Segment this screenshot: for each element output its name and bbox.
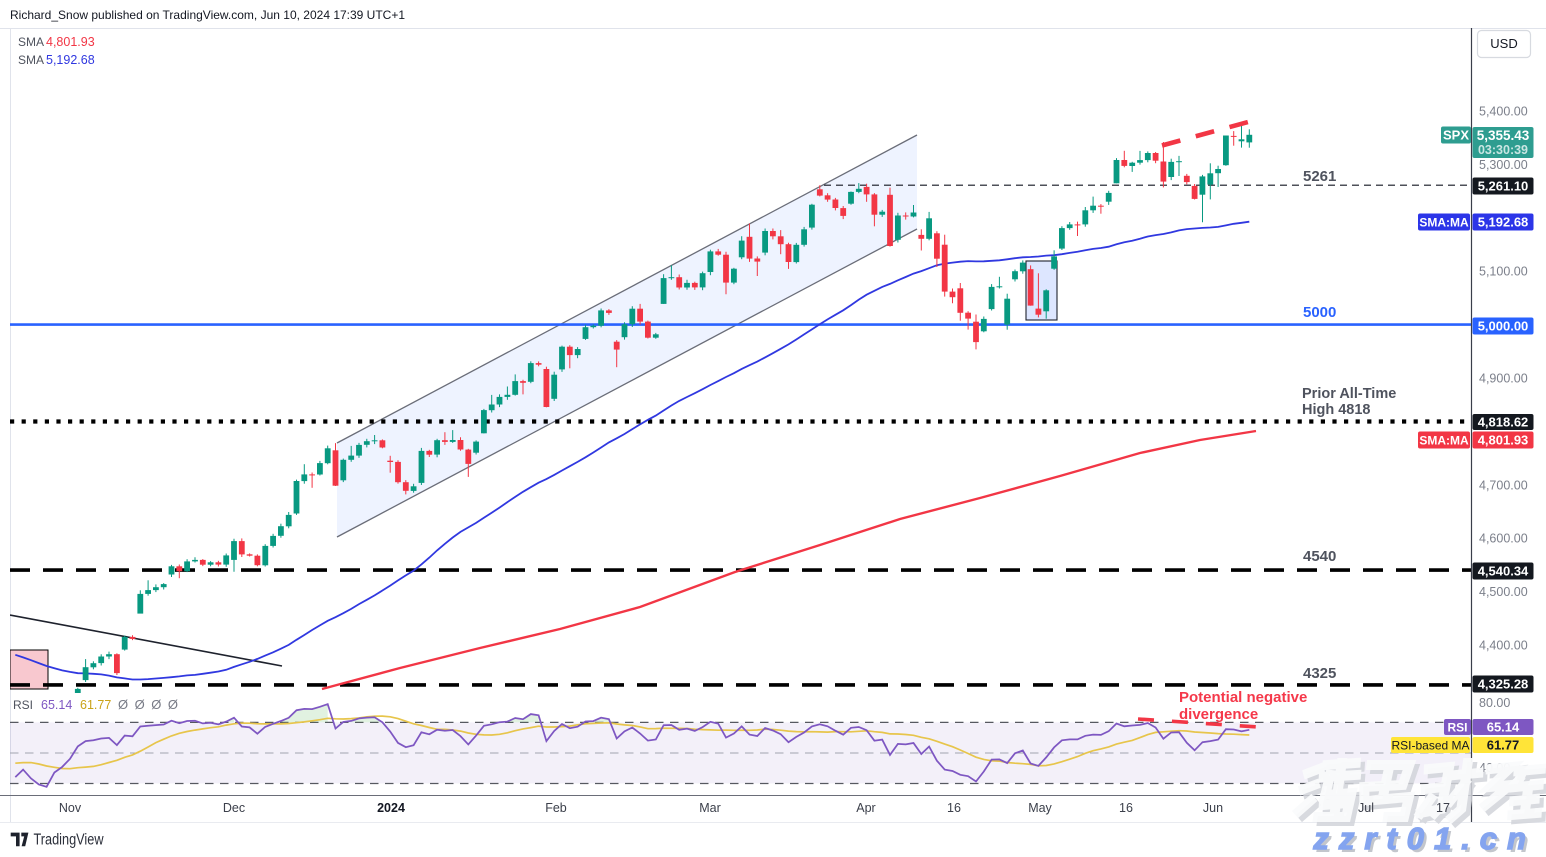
svg-text:USD: USD — [1490, 36, 1517, 51]
svg-text:5,400.00: 5,400.00 — [1479, 105, 1528, 119]
svg-text:65.14: 65.14 — [1487, 720, 1520, 735]
svg-text:4,700.00: 4,700.00 — [1479, 478, 1528, 492]
svg-text:divergence: divergence — [1179, 706, 1258, 723]
svg-text:65.14: 65.14 — [41, 698, 72, 712]
svg-text:Nov: Nov — [59, 801, 82, 815]
svg-text:5,261.10: 5,261.10 — [1478, 179, 1529, 194]
svg-text:4540: 4540 — [1303, 548, 1336, 565]
svg-text:SMA:MA: SMA:MA — [1419, 433, 1469, 447]
svg-text:61.77: 61.77 — [80, 698, 111, 712]
svg-text:5,355.43: 5,355.43 — [1477, 128, 1530, 143]
svg-text:RSI: RSI — [13, 698, 33, 712]
svg-text:61.77: 61.77 — [1487, 738, 1520, 753]
svg-text:Mar: Mar — [699, 801, 721, 815]
svg-text:17: 17 — [1436, 801, 1450, 815]
svg-text:4325: 4325 — [1303, 665, 1336, 682]
svg-text:High 4818: High 4818 — [1302, 402, 1371, 418]
svg-text:4,818.62: 4,818.62 — [1478, 415, 1529, 430]
svg-text:4,400.00: 4,400.00 — [1479, 639, 1528, 653]
svg-text:5,100.00: 5,100.00 — [1479, 265, 1528, 279]
svg-text:SMA:MA: SMA:MA — [1419, 215, 1469, 229]
svg-text:5,300.00: 5,300.00 — [1479, 158, 1528, 172]
svg-text:zzrt01.cn: zzrt01.cn — [1315, 824, 1539, 857]
svg-text:4,600.00: 4,600.00 — [1479, 532, 1528, 546]
svg-text:03:30:39: 03:30:39 — [1478, 143, 1528, 157]
svg-text:5,000.00: 5,000.00 — [1478, 319, 1529, 334]
svg-text:RSI: RSI — [1447, 720, 1467, 734]
svg-text:TradingView: TradingView — [34, 832, 105, 849]
svg-text:5,192.68: 5,192.68 — [46, 53, 95, 67]
svg-text:4,801.93: 4,801.93 — [1478, 433, 1529, 448]
svg-text:4,500.00: 4,500.00 — [1479, 585, 1528, 599]
svg-text:16: 16 — [1119, 801, 1133, 815]
svg-text:RSI-based MA: RSI-based MA — [1391, 738, 1469, 752]
svg-text:Dec: Dec — [223, 801, 245, 815]
svg-text:4,325.28: 4,325.28 — [1478, 677, 1529, 692]
svg-text:4,801.93: 4,801.93 — [46, 35, 95, 49]
svg-text:5261: 5261 — [1303, 168, 1336, 185]
svg-text:5,192.68: 5,192.68 — [1478, 215, 1529, 230]
svg-text:SPX: SPX — [1443, 128, 1469, 143]
svg-text:Jul: Jul — [1358, 801, 1374, 815]
svg-text:Potential negative: Potential negative — [1179, 689, 1307, 706]
svg-text:SMA: SMA — [18, 35, 44, 49]
svg-text:4,900.00: 4,900.00 — [1479, 372, 1528, 386]
svg-text:2024: 2024 — [377, 801, 405, 815]
svg-text:80.00: 80.00 — [1479, 696, 1510, 710]
svg-text:Jun: Jun — [1203, 801, 1223, 815]
svg-text:16: 16 — [947, 801, 961, 815]
svg-text:Prior All-Time: Prior All-Time — [1302, 386, 1396, 402]
svg-text:5000: 5000 — [1303, 304, 1336, 321]
svg-text:4,540.34: 4,540.34 — [1478, 564, 1529, 579]
svg-text:May: May — [1028, 801, 1052, 815]
svg-text:Feb: Feb — [545, 801, 567, 815]
svg-text:Richard_Snow published on Trad: Richard_Snow published on TradingView.co… — [10, 8, 405, 22]
svg-text:SMA: SMA — [18, 53, 44, 67]
svg-text:ØØØØ: ØØØØ — [118, 697, 184, 712]
svg-text:zzrt01.cn: zzrt01.cn — [1312, 821, 1536, 856]
svg-text:Apr: Apr — [856, 801, 875, 815]
